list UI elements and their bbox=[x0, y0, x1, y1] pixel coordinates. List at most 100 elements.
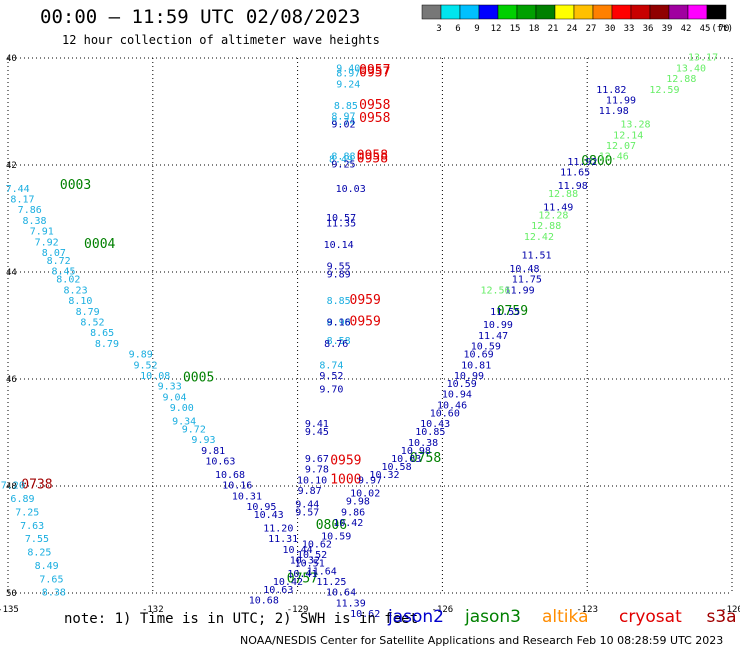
data-label: 8.76 bbox=[324, 339, 348, 350]
data-label: 10.43 bbox=[420, 419, 450, 430]
data-label: 9.93 bbox=[191, 435, 215, 446]
colorbar-swatch bbox=[516, 4, 537, 20]
data-label: 8.17 bbox=[10, 194, 34, 205]
data-label: 10.99 bbox=[454, 371, 484, 382]
data-label: 0758 bbox=[410, 451, 441, 466]
data-label: 7.65 bbox=[39, 574, 63, 585]
data-label: 8.49 bbox=[329, 154, 353, 165]
data-label: 9.44 bbox=[295, 499, 319, 510]
data-label: 11.98 bbox=[558, 181, 588, 192]
colorbar-swatch bbox=[649, 4, 670, 20]
data-label: 9.81 bbox=[201, 446, 225, 457]
data-label: 7.91 bbox=[30, 227, 54, 238]
colorbar-label: 3 bbox=[436, 24, 441, 34]
data-label: 8.98 bbox=[327, 318, 351, 329]
data-label: 8.38 bbox=[22, 216, 46, 227]
data-label: 1000 bbox=[330, 472, 361, 487]
data-label: 9.98 bbox=[346, 497, 370, 508]
data-label: 11.51 bbox=[521, 251, 551, 262]
colorbar-label: 12 bbox=[491, 24, 502, 34]
satellite-label: altika bbox=[542, 607, 589, 627]
data-label: 11.49 bbox=[543, 202, 573, 213]
colorbar-swatch bbox=[440, 4, 461, 20]
data-label: 9.04 bbox=[162, 392, 186, 403]
data-label: 10.68 bbox=[249, 596, 279, 607]
data-label: 12.88 bbox=[548, 189, 578, 200]
data-label: 0958 bbox=[357, 151, 388, 166]
data-label: 11.47 bbox=[478, 331, 508, 342]
satellite-label: cryosat bbox=[619, 607, 682, 627]
x-tick-label: -129 bbox=[287, 605, 309, 615]
data-label: 10.32 bbox=[369, 470, 399, 481]
footer-note: note: 1) Time is in UTC; 2) SWH is in fe… bbox=[64, 611, 419, 627]
data-label: 9.86 bbox=[341, 507, 365, 518]
data-label: 10.57 bbox=[326, 213, 356, 224]
colorbar-label: 42 bbox=[681, 24, 692, 34]
data-label: 9.57 bbox=[295, 507, 319, 518]
colorbar-label: 33 bbox=[624, 24, 635, 34]
x-tick-label: -135 bbox=[0, 605, 19, 615]
data-label: 11.35 bbox=[326, 219, 356, 230]
data-label: 11.92 bbox=[567, 157, 597, 168]
satellite-label: jason3 bbox=[465, 607, 521, 627]
data-label: 0958 bbox=[359, 98, 390, 113]
data-label: 9.00 bbox=[170, 403, 194, 414]
data-label: 8.38 bbox=[42, 588, 66, 599]
colorbar-label: 21 bbox=[548, 24, 559, 34]
data-label: 8.49 bbox=[35, 561, 59, 572]
data-label: 9.87 bbox=[298, 486, 322, 497]
data-label: 7.44 bbox=[6, 184, 30, 195]
data-label: 11.98 bbox=[599, 106, 629, 117]
data-label: 10.69 bbox=[464, 350, 494, 361]
y-tick-label: 50 bbox=[6, 589, 17, 599]
data-label: 10.44 bbox=[283, 545, 313, 556]
y-tick-label: 46 bbox=[6, 375, 17, 385]
data-label: 10.62 bbox=[302, 540, 332, 551]
data-label: 9.52 bbox=[134, 360, 158, 371]
data-label: 11.99 bbox=[505, 285, 535, 296]
data-label: 8.45 bbox=[51, 267, 75, 278]
data-label: 9.33 bbox=[158, 382, 182, 393]
data-label: 8.97 bbox=[331, 112, 355, 123]
colorbar-label: 45 bbox=[700, 24, 711, 34]
x-tick-label: -132 bbox=[142, 605, 164, 615]
map-grid bbox=[7, 57, 733, 594]
map-axes: -135 -132 -129 -126 -123 -120 40 42 44 46 48 50 bbox=[0, 54, 740, 615]
data-label: 7.55 bbox=[25, 534, 49, 545]
data-label: 10.85 bbox=[415, 427, 445, 438]
colorbar-legend: 3 6 9 12 15 18 21 24 27 30 33 36 39 42 45 70(ft) bbox=[421, 4, 733, 34]
data-label: 8.07 bbox=[42, 248, 66, 259]
data-label: 8.58 bbox=[327, 336, 351, 347]
data-label: 10.94 bbox=[442, 390, 472, 401]
data-label: 7.20 bbox=[1, 481, 25, 492]
data-label: 11.64 bbox=[307, 566, 337, 577]
colorbar-swatch bbox=[421, 4, 442, 20]
data-label: 10.63 bbox=[263, 585, 293, 596]
data-label: 9.89 bbox=[129, 350, 153, 361]
satellite-label: s3a bbox=[706, 607, 737, 627]
data-label: 9.67 bbox=[305, 454, 329, 465]
data-label: 13.40 bbox=[676, 63, 706, 74]
data-label: 10.62 bbox=[350, 609, 380, 620]
data-label: 8.23 bbox=[64, 285, 88, 296]
data-label: 11.65 bbox=[560, 168, 590, 179]
data-label: 9.55 bbox=[327, 261, 351, 272]
data-label: 10.10 bbox=[297, 475, 327, 486]
colorbar-swatch bbox=[459, 4, 480, 20]
colorbar-swatch bbox=[497, 4, 518, 20]
data-label: 7.92 bbox=[35, 237, 59, 248]
y-tick-label: 40 bbox=[6, 54, 17, 64]
data-label: 10.59 bbox=[471, 342, 501, 353]
data-label: 8.74 bbox=[319, 360, 343, 371]
data-label: 8.88 bbox=[331, 152, 355, 163]
data-label: 9.02 bbox=[331, 120, 355, 131]
page-title: 00:00 — 11:59 UTC 02/08/2023 bbox=[40, 6, 361, 28]
data-label: 10.95 bbox=[246, 502, 276, 513]
data-label: 0958 bbox=[359, 111, 390, 126]
colorbar-label: 70 bbox=[719, 24, 730, 34]
data-label: 7.63 bbox=[20, 521, 44, 532]
data-label: 0959 bbox=[330, 454, 361, 469]
data-label: 12.56 bbox=[480, 285, 510, 296]
data-label: 10.60 bbox=[430, 408, 460, 419]
data-label: 12.28 bbox=[538, 211, 568, 222]
